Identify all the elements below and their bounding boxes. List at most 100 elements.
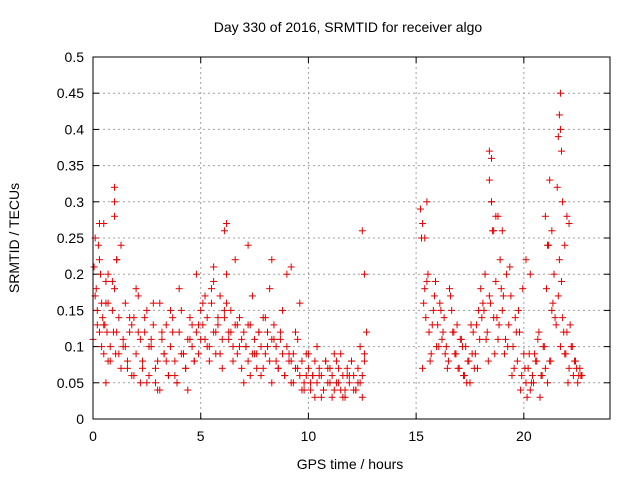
data-point: [469, 328, 477, 336]
data-point: [266, 285, 274, 293]
data-point: [132, 350, 140, 358]
data-point: [463, 379, 471, 387]
data-point: [343, 364, 351, 372]
data-point: [527, 379, 535, 387]
data-point: [207, 285, 215, 293]
data-point: [186, 314, 194, 322]
data-point: [328, 372, 336, 380]
y-tick-label: 0.3: [65, 194, 85, 210]
data-point: [558, 277, 566, 285]
data-point: [570, 357, 578, 365]
data-point: [298, 357, 306, 365]
tick-labels: 0 0.05 0.1 0.15 0.2 0.25 0.3 0.35 0.4 0.45 0.5 0 5 10…: [57, 49, 532, 444]
data-point: [95, 328, 103, 336]
data-point: [337, 350, 345, 358]
data-point: [98, 343, 106, 351]
data-point: [205, 357, 213, 365]
data-point: [113, 328, 121, 336]
data-point: [268, 256, 276, 264]
data-point: [542, 285, 550, 293]
data-point: [426, 357, 434, 365]
data-point: [465, 357, 473, 365]
data-point: [261, 314, 269, 322]
data-point: [225, 335, 233, 343]
x-tick-label: 0: [89, 428, 97, 444]
data-point: [287, 357, 295, 365]
data-point: [100, 350, 108, 358]
data-point: [500, 350, 508, 358]
data-point: [111, 285, 119, 293]
data-point: [575, 372, 583, 380]
data-point: [490, 227, 498, 235]
data-point: [499, 292, 507, 300]
data-point: [315, 372, 323, 380]
data-point: [550, 270, 558, 278]
data-point: [556, 89, 564, 97]
data-point: [481, 270, 489, 278]
data-point: [416, 205, 424, 213]
data-point: [294, 335, 302, 343]
data-point: [544, 379, 552, 387]
data-point: [428, 321, 436, 329]
data-point: [541, 212, 549, 220]
data-point: [559, 198, 567, 206]
data-point: [257, 372, 265, 380]
data-point: [164, 372, 172, 380]
data-point: [343, 372, 351, 380]
data-point: [337, 386, 345, 394]
data-point: [263, 328, 271, 336]
y-tick-label: 0.05: [57, 375, 84, 391]
data-point: [134, 292, 142, 300]
data-point: [538, 372, 546, 380]
data-point: [251, 335, 259, 343]
x-tick-label: 5: [197, 428, 205, 444]
data-point: [162, 357, 170, 365]
data-point: [339, 393, 347, 401]
data-point: [317, 393, 325, 401]
data-point: [429, 306, 437, 314]
data-point: [169, 314, 177, 322]
data-point: [184, 386, 192, 394]
y-tick-label: 0.4: [65, 121, 85, 137]
data-point: [192, 270, 200, 278]
data-point: [173, 379, 181, 387]
data-point: [197, 306, 205, 314]
data-point: [354, 364, 362, 372]
data-point: [238, 364, 246, 372]
data-point: [307, 386, 315, 394]
data-point: [424, 270, 432, 278]
data-points: [89, 89, 586, 401]
data-point: [358, 372, 366, 380]
data-point: [121, 299, 129, 307]
data-point: [491, 350, 499, 358]
data-point: [556, 343, 564, 351]
data-point: [151, 364, 159, 372]
data-point: [128, 321, 136, 329]
data-point: [154, 357, 162, 365]
data-point: [141, 314, 149, 322]
data-point: [313, 343, 321, 351]
data-point: [139, 357, 147, 365]
data-point: [541, 364, 549, 372]
data-point: [102, 379, 110, 387]
data-point: [139, 364, 147, 372]
data-point: [92, 285, 100, 293]
data-point: [123, 357, 131, 365]
data-point: [90, 263, 98, 271]
data-point: [108, 277, 116, 285]
data-point: [126, 328, 134, 336]
data-point: [171, 372, 179, 380]
data-point: [123, 364, 131, 372]
data-point: [512, 328, 520, 336]
data-point: [474, 364, 482, 372]
data-point: [94, 241, 102, 249]
data-point: [478, 314, 486, 322]
y-tick-label: 0.2: [65, 266, 85, 282]
data-point: [564, 379, 572, 387]
data-point: [113, 256, 121, 264]
data-point: [332, 379, 340, 387]
data-point: [488, 198, 496, 206]
x-tick-label: 20: [516, 428, 532, 444]
data-point: [467, 321, 475, 329]
data-point: [419, 220, 427, 228]
